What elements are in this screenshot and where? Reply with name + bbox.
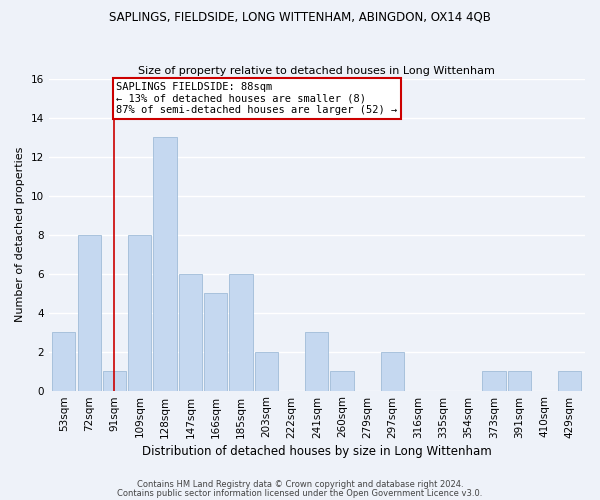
Bar	[154, 138, 176, 390]
Bar	[305, 332, 328, 390]
Text: SAPLINGS, FIELDSIDE, LONG WITTENHAM, ABINGDON, OX14 4QB: SAPLINGS, FIELDSIDE, LONG WITTENHAM, ABI…	[109, 10, 491, 23]
X-axis label: Distribution of detached houses by size in Long Wittenham: Distribution of detached houses by size …	[142, 444, 492, 458]
Bar	[77, 235, 101, 390]
Bar	[331, 371, 354, 390]
Bar	[381, 352, 404, 391]
Bar	[103, 371, 126, 390]
Text: Contains public sector information licensed under the Open Government Licence v3: Contains public sector information licen…	[118, 489, 482, 498]
Bar	[204, 293, 227, 390]
Bar	[229, 274, 253, 390]
Bar	[254, 352, 278, 391]
Text: Contains HM Land Registry data © Crown copyright and database right 2024.: Contains HM Land Registry data © Crown c…	[137, 480, 463, 489]
Bar	[52, 332, 76, 390]
Y-axis label: Number of detached properties: Number of detached properties	[15, 147, 25, 322]
Bar	[179, 274, 202, 390]
Bar	[508, 371, 531, 390]
Title: Size of property relative to detached houses in Long Wittenham: Size of property relative to detached ho…	[139, 66, 495, 76]
Bar	[482, 371, 506, 390]
Bar	[128, 235, 151, 390]
Bar	[558, 371, 581, 390]
Text: SAPLINGS FIELDSIDE: 88sqm
← 13% of detached houses are smaller (8)
87% of semi-d: SAPLINGS FIELDSIDE: 88sqm ← 13% of detac…	[116, 82, 398, 115]
